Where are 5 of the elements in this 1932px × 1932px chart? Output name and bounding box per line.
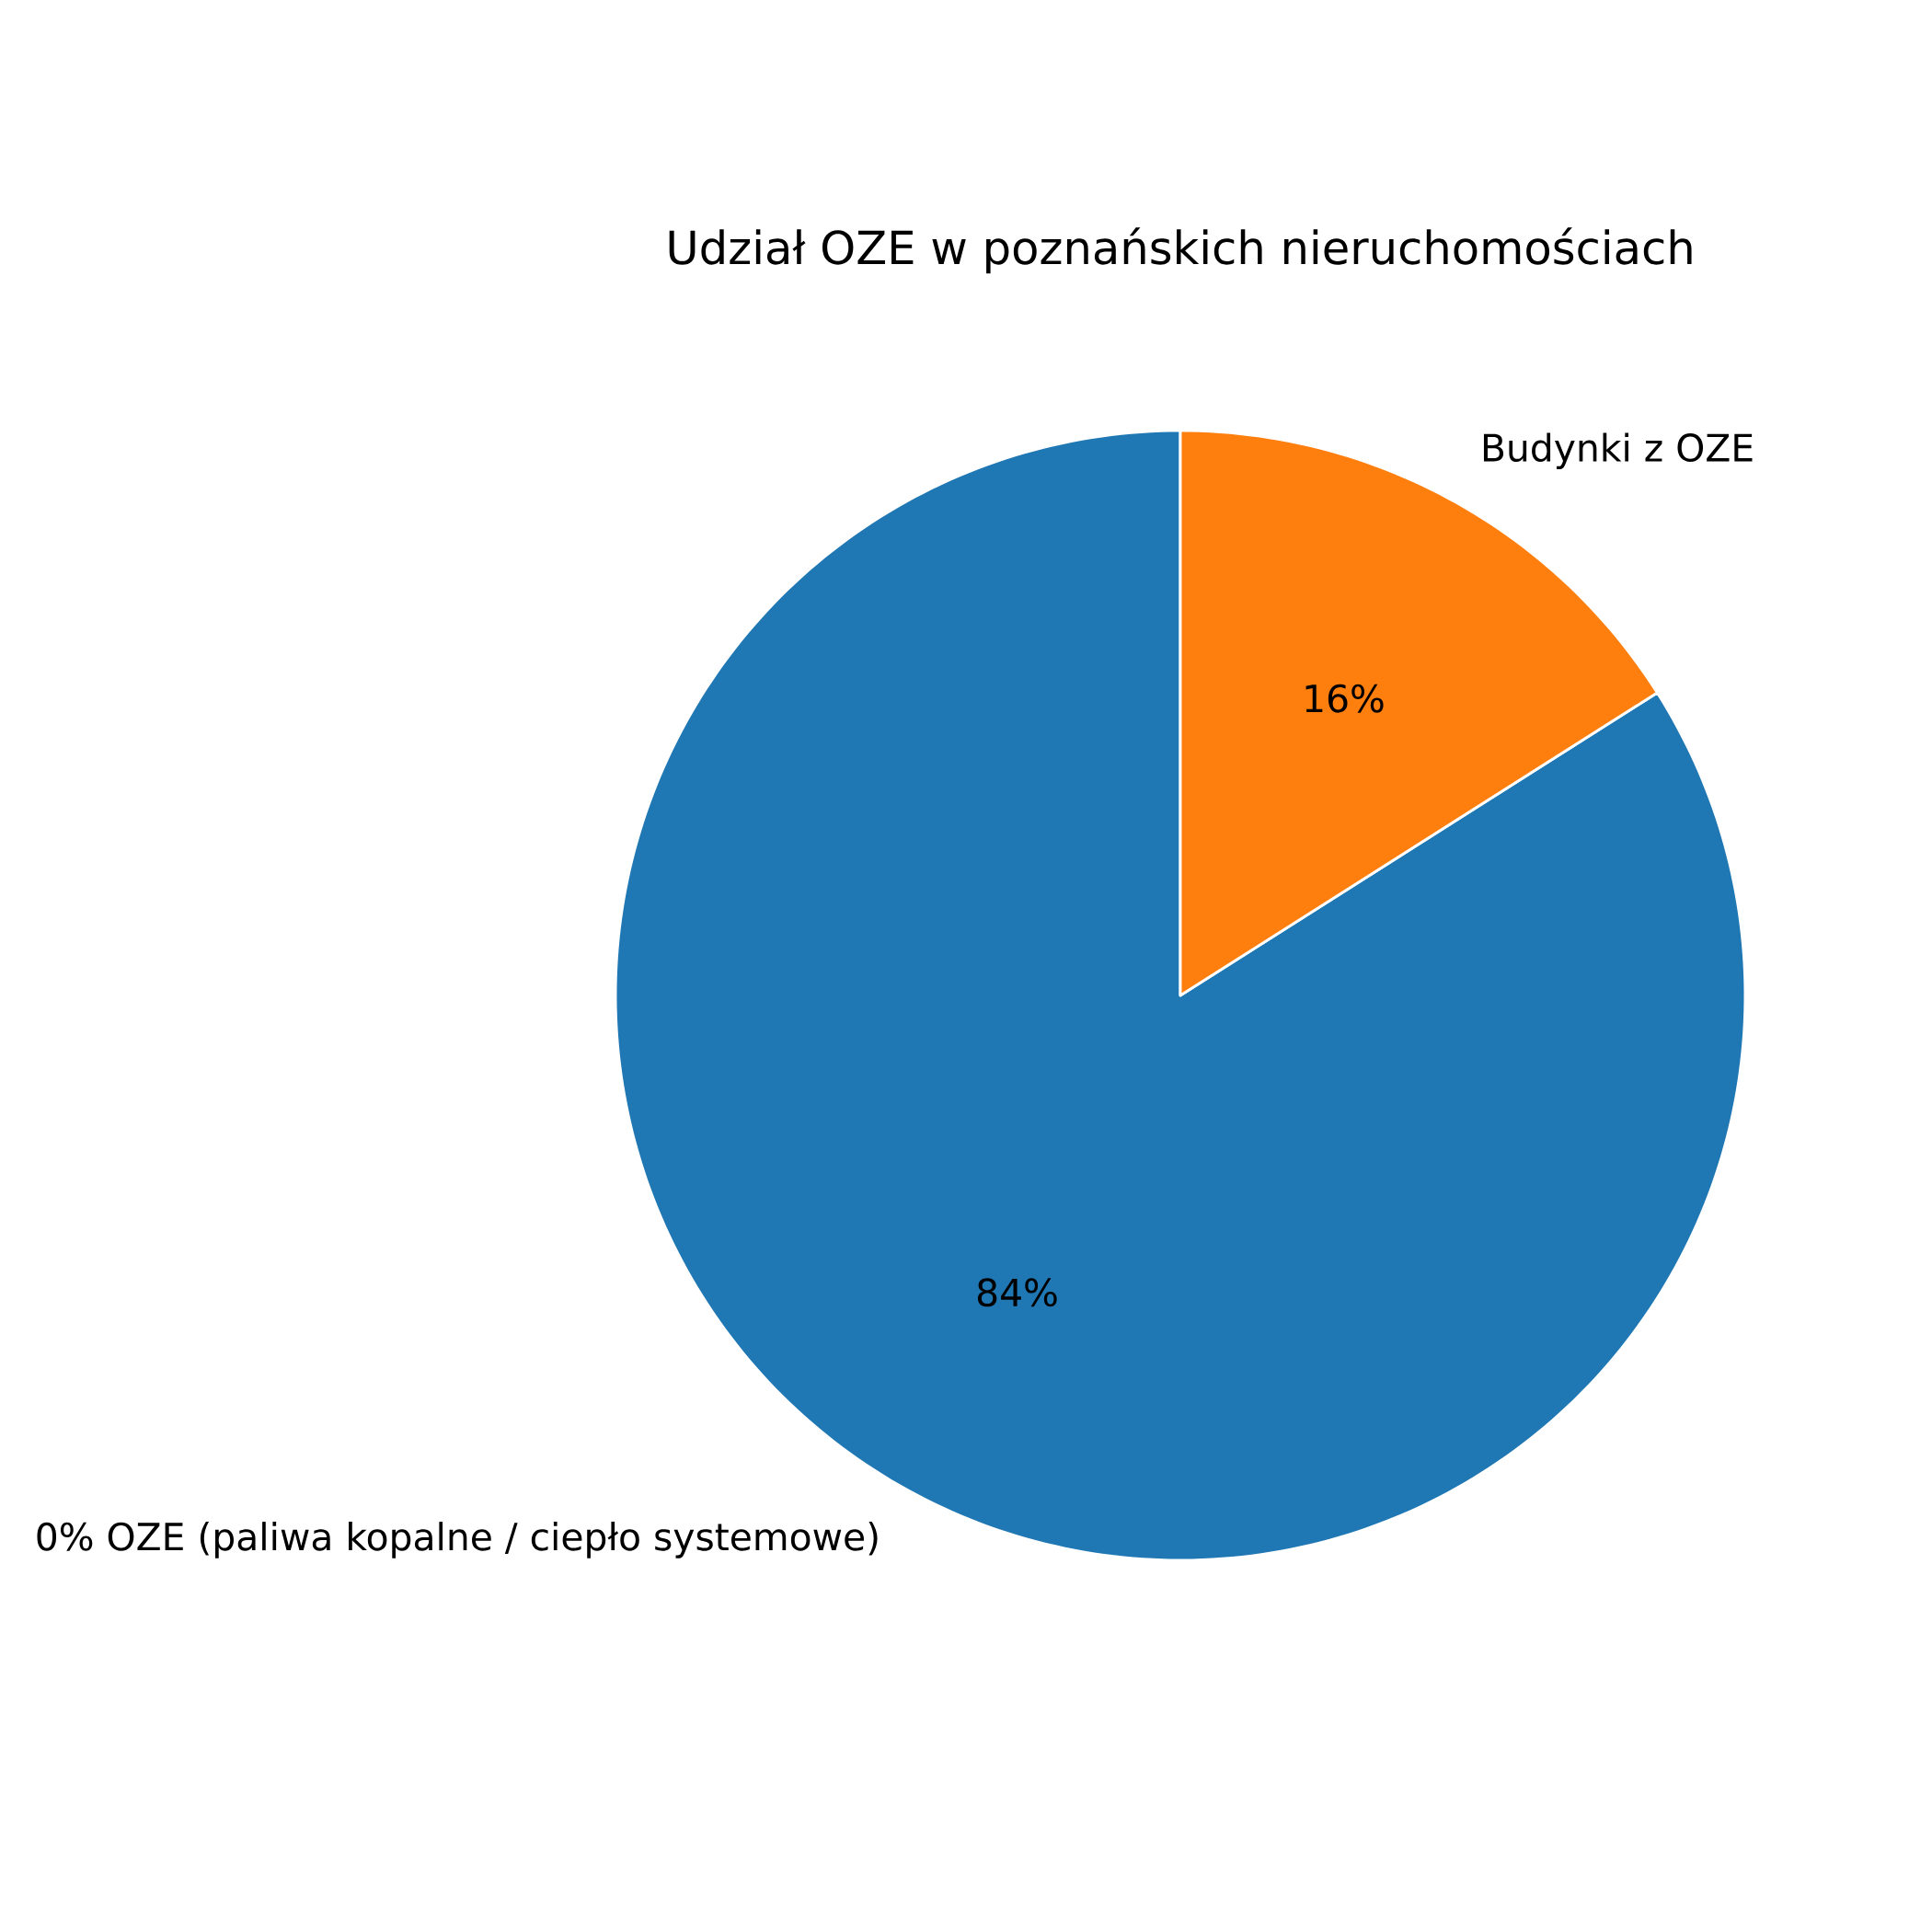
data-label: 84% [977,1278,1057,1307]
slice-label: Budynki z OZE [1483,432,1753,469]
data-label: 16% [1305,684,1384,713]
chart-title: Udział OZE w poznańskich nieruchomościach [669,227,1692,274]
slice-label: 0% OZE (paliwa kopalne / ciepło systemowe) [37,1522,878,1558]
